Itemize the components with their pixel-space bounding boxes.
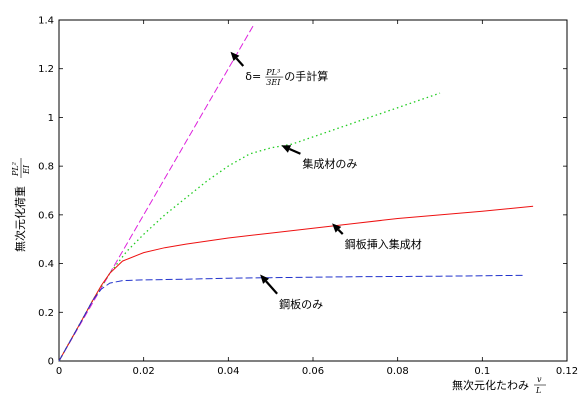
annotation-hand-suffix: の手計算 [284,69,328,83]
y-tick-label: 0.4 [38,259,54,270]
annotation-arrow-head [281,145,292,153]
x-tick-label: 0.04 [217,366,239,377]
annotation-arrow-shaft [337,228,344,235]
x-tick-label: 0.02 [133,366,155,377]
y-tick-label: 0.8 [38,162,54,173]
y-frac-numerator: PL² [11,162,20,177]
series-line-3 [58,274,525,362]
y-frac-denominator: EI [22,164,31,175]
annotation-glulam: 集成材のみ [302,157,357,171]
annotation-arrow-head [332,223,342,233]
x-frac-numerator: v [537,375,542,384]
annotation-arrow-head [260,274,269,284]
annotation-arrow-head [230,51,240,61]
x-tick-label: 0 [56,366,62,377]
annotation-arrow-shaft [265,280,278,295]
x-axis-fraction: v L [534,375,546,395]
y-axis-label-group: 無次元化荷重 PL² EI [11,158,31,252]
y-tick-label: 1.4 [38,16,54,27]
annotation-arrow-shaft [235,57,245,67]
annotation-hand-prefix: δ= [245,70,261,83]
x-axis-label: 無次元化たわみ [452,378,529,392]
x-tick-label: 0.12 [556,366,578,377]
annotation-hand-numerator: PL³ [265,68,280,77]
x-tick-label: 0.06 [302,366,324,377]
annotation-hand-denominator: 3EI [266,78,281,87]
annotation-steel: 鋼板のみ [279,297,323,311]
x-tick-label: 0.08 [387,366,409,377]
y-tick-label: 1 [48,113,54,124]
series-group [58,24,534,362]
y-tick-label: 0.6 [38,210,54,221]
y-tick-label: 1.2 [38,64,54,75]
series-line-2 [58,205,534,362]
series-line-1 [58,92,441,362]
y-axis-label: 無次元化荷重 [13,186,27,252]
annotation-arrow-shaft [289,147,301,155]
y-tick-label: 0 [48,357,54,368]
annotation-steel_glulam: 鋼板挿入集成材 [345,237,422,251]
y-tick-label: 0.2 [38,308,54,319]
series-line-0 [58,24,255,362]
x-frac-denominator: L [535,386,541,395]
axis-ticks: 0 0.02 0.04 0.06 0.08 0.1 0.12 0 0.2 0.4 0.6 0.8 1 1.… [38,16,578,378]
x-tick-label: 0.1 [474,366,490,377]
